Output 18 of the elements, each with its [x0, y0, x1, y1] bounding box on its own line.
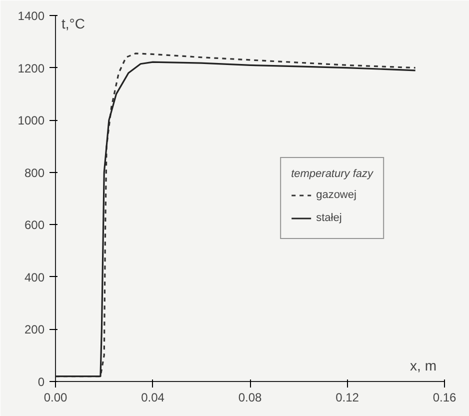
x-tick-label: 0.04: [141, 390, 165, 404]
y-tick-label: 1400: [18, 9, 45, 23]
y-tick-label: 600: [24, 218, 45, 232]
legend-label: gazowej: [316, 189, 356, 201]
x-tick-label: 0.16: [432, 390, 457, 404]
x-axis-title: x, m: [410, 358, 437, 374]
x-tick-label: 0.12: [336, 390, 360, 404]
y-axis-title: t,°C: [62, 16, 85, 32]
y-tick-label: 400: [24, 270, 45, 284]
y-tick-label: 0: [38, 375, 45, 389]
y-tick-label: 800: [24, 166, 45, 180]
x-tick-label: 0.08: [238, 390, 262, 404]
legend-title: temperatury fazy: [291, 168, 373, 180]
legend-label: stałej: [316, 212, 342, 224]
x-tick-label: 0.00: [44, 390, 68, 404]
y-tick-label: 200: [24, 322, 45, 337]
y-tick-label: 1200: [18, 61, 45, 76]
y-tick-label: 1000: [18, 114, 45, 128]
